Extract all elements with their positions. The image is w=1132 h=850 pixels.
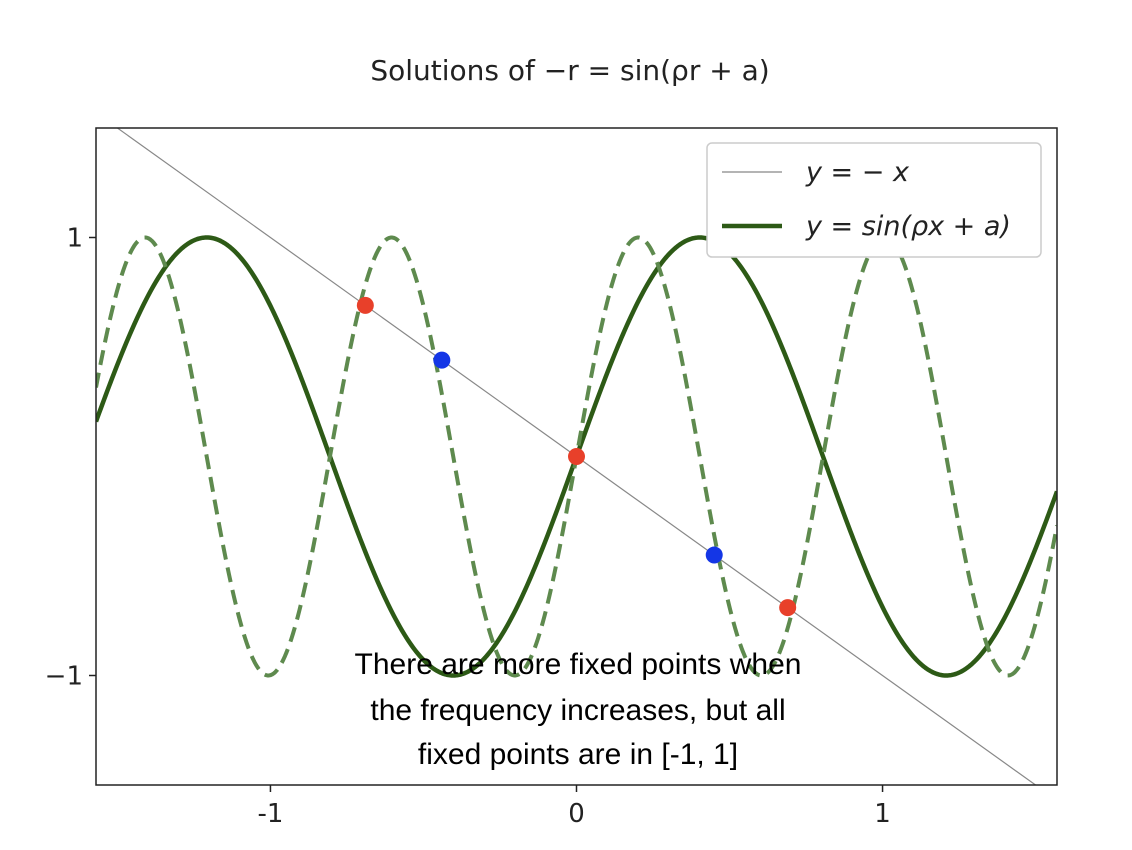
legend-box — [706, 142, 1042, 258]
annotation-line-1: There are more fixed points when — [355, 648, 802, 681]
fixed-point — [356, 296, 374, 314]
annotation: There are more fixed points when the fre… — [355, 648, 802, 771]
y-tick-label: 1 — [66, 224, 83, 254]
legend: y = − x y = sin(ρx + a) — [706, 142, 1042, 258]
plot-area — [96, 128, 1057, 785]
chart-title: Solutions of −r = sin(ρr + a) — [370, 54, 769, 87]
x-tick-label: 1 — [874, 799, 891, 829]
x-tick-label: -1 — [257, 799, 283, 829]
legend-label-sine: y = sin(ρx + a) — [805, 211, 1011, 242]
annotation-line-3: fixed points are in [-1, 1] — [418, 738, 738, 771]
x-tick-label: 0 — [568, 799, 585, 829]
fixed-point — [568, 448, 585, 465]
fixed-point — [433, 351, 451, 369]
legend-label-identity: y = − x — [805, 157, 910, 188]
annotation-line-2: the frequency increases, but all — [370, 694, 785, 727]
fixed-point — [705, 546, 723, 564]
y-tick-label: −1 — [45, 662, 83, 692]
axes: -1 0 1 1 −1 — [45, 224, 891, 830]
fixed-point — [779, 599, 797, 617]
